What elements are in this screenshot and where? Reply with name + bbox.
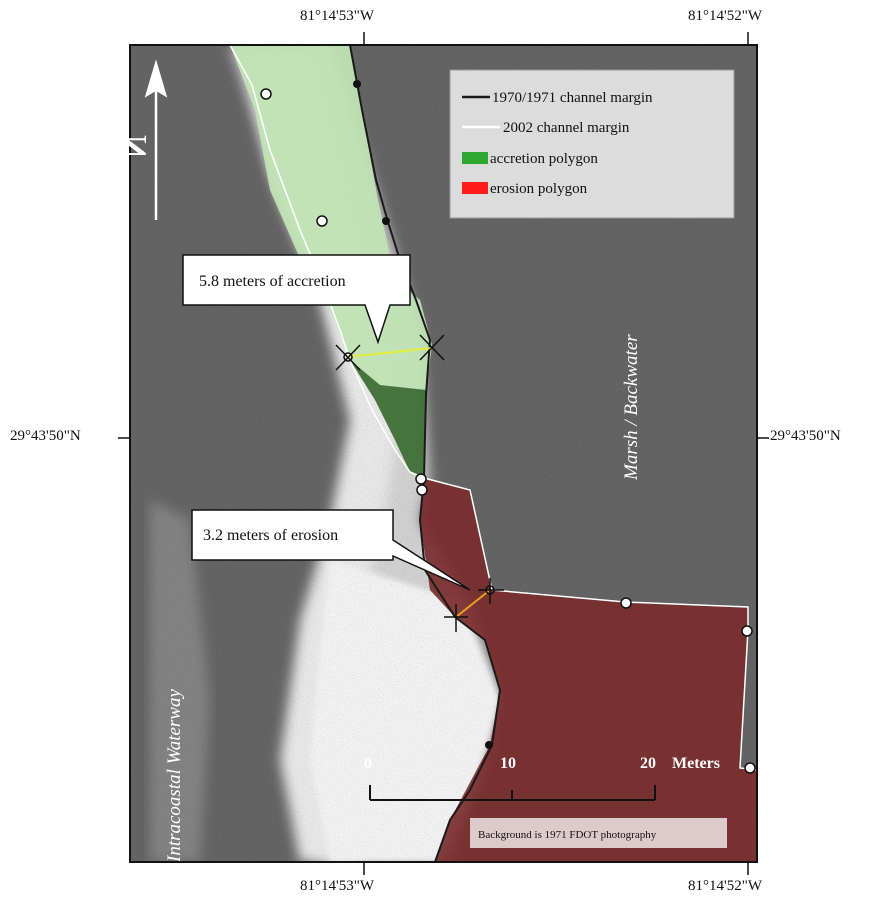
longitude-label-bottom-left: 81°14'53"W (300, 878, 374, 894)
margin-vertices (260, 80, 756, 774)
erosion-callout-text: 3.2 meters of erosion (203, 527, 338, 544)
frame-ticks (118, 32, 769, 875)
longitude-label-top-right: 81°14'52"W (688, 8, 762, 24)
accretion-callout: 5.8 meters of accretion (182, 254, 411, 345)
legend-patch-erosion (462, 182, 488, 194)
scale-tick-0: 0 (364, 755, 372, 772)
accretion-callout-text: 5.8 meters of accretion (199, 273, 346, 290)
accretion-polygon-dark (350, 360, 426, 478)
accretion-measurement (335, 334, 445, 371)
latitude-label-right: 29°43'50"N (770, 428, 841, 444)
scale-bar: 0 10 20 Meters (364, 755, 720, 801)
erosion-polygon (420, 478, 757, 862)
svg-text:Background is 1971 FDOT photog: Background is 1971 FDOT photography (478, 829, 657, 841)
scale-unit-label: Meters (672, 755, 720, 772)
photo-credit: Background is 1971 FDOT photography (470, 818, 727, 848)
channel-margin-2002 (229, 45, 757, 771)
legend-item-accretion: accretion polygon (490, 151, 598, 167)
scale-tick-10: 10 (500, 755, 516, 772)
legend-item-1970: 1970/1971 channel margin (492, 90, 653, 106)
erosion-callout: 3.2 meters of erosion (191, 509, 471, 591)
legend-patch-accretion (462, 152, 488, 164)
intracoastal-waterway-label: Intracoastal Waterway (164, 689, 185, 863)
legend-item-2002: 2002 channel margin (503, 120, 630, 136)
north-arrow: N (117, 59, 168, 220)
legend-item-erosion: erosion polygon (490, 181, 588, 197)
north-arrow-label: N (117, 135, 153, 158)
map-frame (129, 44, 758, 863)
marsh-backwater-label: Marsh / Backwater (621, 334, 642, 481)
latitude-label-left: 29°43'50"N (10, 428, 81, 444)
longitude-label-top-left: 81°14'53"W (300, 8, 374, 24)
legend: 1970/1971 channel margin 2002 channel ma… (449, 69, 735, 219)
erosion-measurement (444, 578, 504, 632)
channel-margin-1970 (349, 45, 502, 862)
longitude-label-bottom-right: 81°14'52"W (688, 878, 762, 894)
scale-tick-20: 20 (640, 755, 656, 772)
